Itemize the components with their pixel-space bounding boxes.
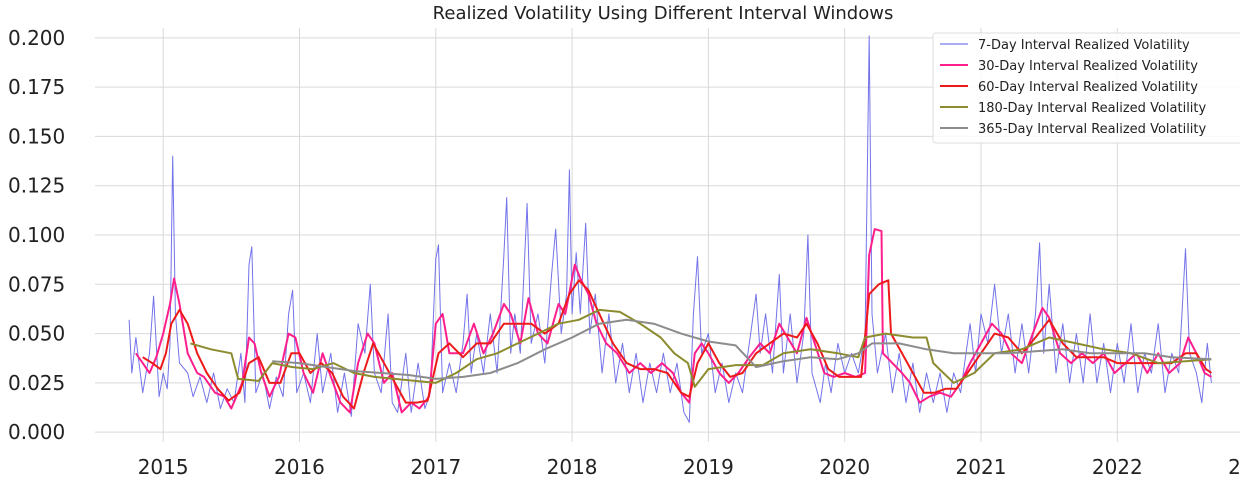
y-tick-label: 0.025 [8, 371, 65, 395]
y-tick-label: 0.050 [8, 322, 65, 346]
legend-box [932, 32, 1240, 144]
x-tick-label: 2021 [956, 455, 1007, 479]
y-tick-label: 0.100 [8, 223, 65, 247]
series-line-4 [272, 318, 1212, 380]
legend-label: 30-Day Interval Realized Volatility [978, 59, 1198, 74]
series-line-2 [142, 279, 1212, 410]
x-tick-label: 2016 [274, 455, 325, 479]
legend-label: 60-Day Interval Realized Volatility [978, 80, 1198, 95]
grid-group [95, 28, 1240, 442]
x-tick-label: 2019 [683, 455, 734, 479]
x-tick-label: 2017 [410, 455, 461, 479]
chart-title: Realized Volatility Using Different Inte… [433, 3, 894, 24]
legend-label: 7-Day Interval Realized Volatility [978, 38, 1190, 53]
y-tick-label: 0.150 [8, 124, 65, 148]
x-tick-label: 2018 [547, 455, 598, 479]
x-tick-label: 2020 [819, 455, 870, 479]
legend-label: 180-Day Interval Realized Volatility [978, 101, 1207, 116]
y-tick-label: 0.200 [8, 26, 65, 50]
legend: 7-Day Interval Realized Volatility 30-Day… [932, 32, 1240, 144]
series-group [128, 35, 1212, 423]
y-tick-label: 0.125 [8, 174, 65, 198]
y-tick-label: 0.175 [8, 75, 65, 99]
x-tick-label: 2023 [1228, 455, 1240, 479]
x-tick-label: 2015 [138, 455, 189, 479]
series-line-0 [128, 35, 1212, 423]
series-line-3 [190, 308, 1212, 388]
x-tick-label: 2022 [1092, 455, 1143, 479]
legend-label: 365-Day Interval Realized Volatility [978, 122, 1207, 137]
y-tick-label: 0.000 [8, 420, 65, 444]
y-tick-label: 0.075 [8, 272, 65, 296]
